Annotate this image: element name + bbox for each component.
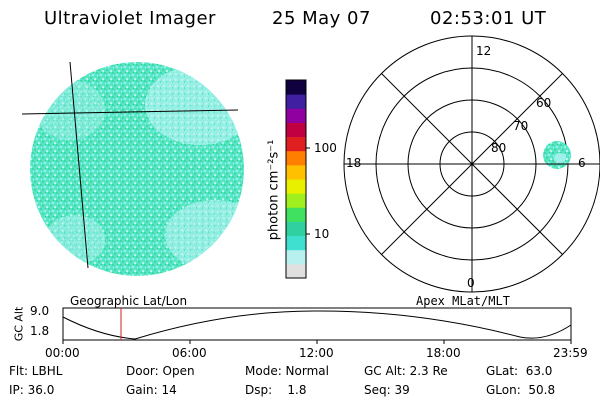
colorbar-segment — [286, 235, 306, 251]
x-tick-1200: 12:00 — [299, 346, 334, 360]
colorbar-segment — [286, 249, 306, 265]
dsp-info: Dsp: 1.8 — [245, 383, 307, 397]
mlt-label-0: 0 — [467, 276, 475, 290]
colorbar-segment — [286, 179, 306, 194]
colorbar-segment — [286, 263, 306, 279]
colorbar-segment — [286, 150, 306, 166]
color-scale-bar — [286, 80, 306, 279]
door-info: Door: Open — [126, 364, 195, 378]
x-tick-0000: 00:00 — [45, 346, 80, 360]
glon-info: GLon: 50.8 — [486, 383, 556, 397]
mlat-label-70: 70 — [513, 119, 529, 133]
y-tick-bottom: 1.8 — [30, 324, 50, 338]
filter-info: Flt: LBHL — [9, 364, 63, 378]
colorbar-unit-label: photon cm⁻²s⁻¹ — [266, 139, 282, 241]
instrument-title: Ultraviolet Imager — [44, 8, 216, 29]
auroral-blob — [543, 141, 571, 169]
x-tick-1800: 18:00 — [426, 346, 461, 360]
colorbar-segment — [286, 122, 306, 138]
colorbar-tick-100: 100 — [314, 141, 337, 155]
mode-info: Mode: Normal — [245, 364, 329, 378]
colorbar-segment — [286, 207, 306, 222]
ip-info: IP: 36.0 — [9, 383, 55, 397]
apex-title: Apex MLat/MLT — [416, 294, 510, 308]
timeline-ticks — [62, 340, 572, 344]
x-tick-0600: 06:00 — [172, 346, 207, 360]
time-label: 02:53:01 UT — [430, 8, 547, 29]
mlat-label-60: 60 — [536, 96, 552, 110]
colorbar-segment — [286, 164, 306, 180]
colorbar-segment — [286, 108, 306, 123]
colorbar-tick-10: 10 — [314, 227, 330, 241]
colorbar-segment — [286, 136, 306, 152]
orbit-timeline-frame — [62, 307, 572, 341]
x-tick-2359: 23:59 — [553, 346, 588, 360]
mlt-label-18: 18 — [346, 156, 362, 170]
mlat-label-80: 80 — [491, 141, 507, 155]
mlt-label-6: 6 — [578, 156, 586, 170]
gc-alt-axis-label: GC Alt — [12, 306, 26, 342]
uv-image-disk — [30, 62, 244, 276]
glat-info: GLat: 63.0 — [486, 364, 553, 378]
geographic-title: Geographic Lat/Lon — [70, 294, 188, 308]
date-label: 25 May 07 — [272, 8, 371, 29]
colorbar-segment — [286, 193, 306, 208]
gc-alt-info: GC Alt: 2.3 Re — [364, 364, 448, 378]
colorbar-segment — [286, 80, 306, 95]
y-tick-top: 9.0 — [30, 304, 50, 318]
orbit-altitude-curve — [62, 310, 572, 340]
mlt-label-12: 12 — [476, 44, 492, 58]
colorbar-segment — [286, 221, 306, 237]
seq-info: Seq: 39 — [364, 383, 410, 397]
colorbar-segment — [286, 94, 306, 109]
geo-longitude-line — [69, 61, 89, 269]
geo-latitude-line — [21, 109, 239, 115]
gain-info: Gain: 14 — [126, 383, 177, 397]
